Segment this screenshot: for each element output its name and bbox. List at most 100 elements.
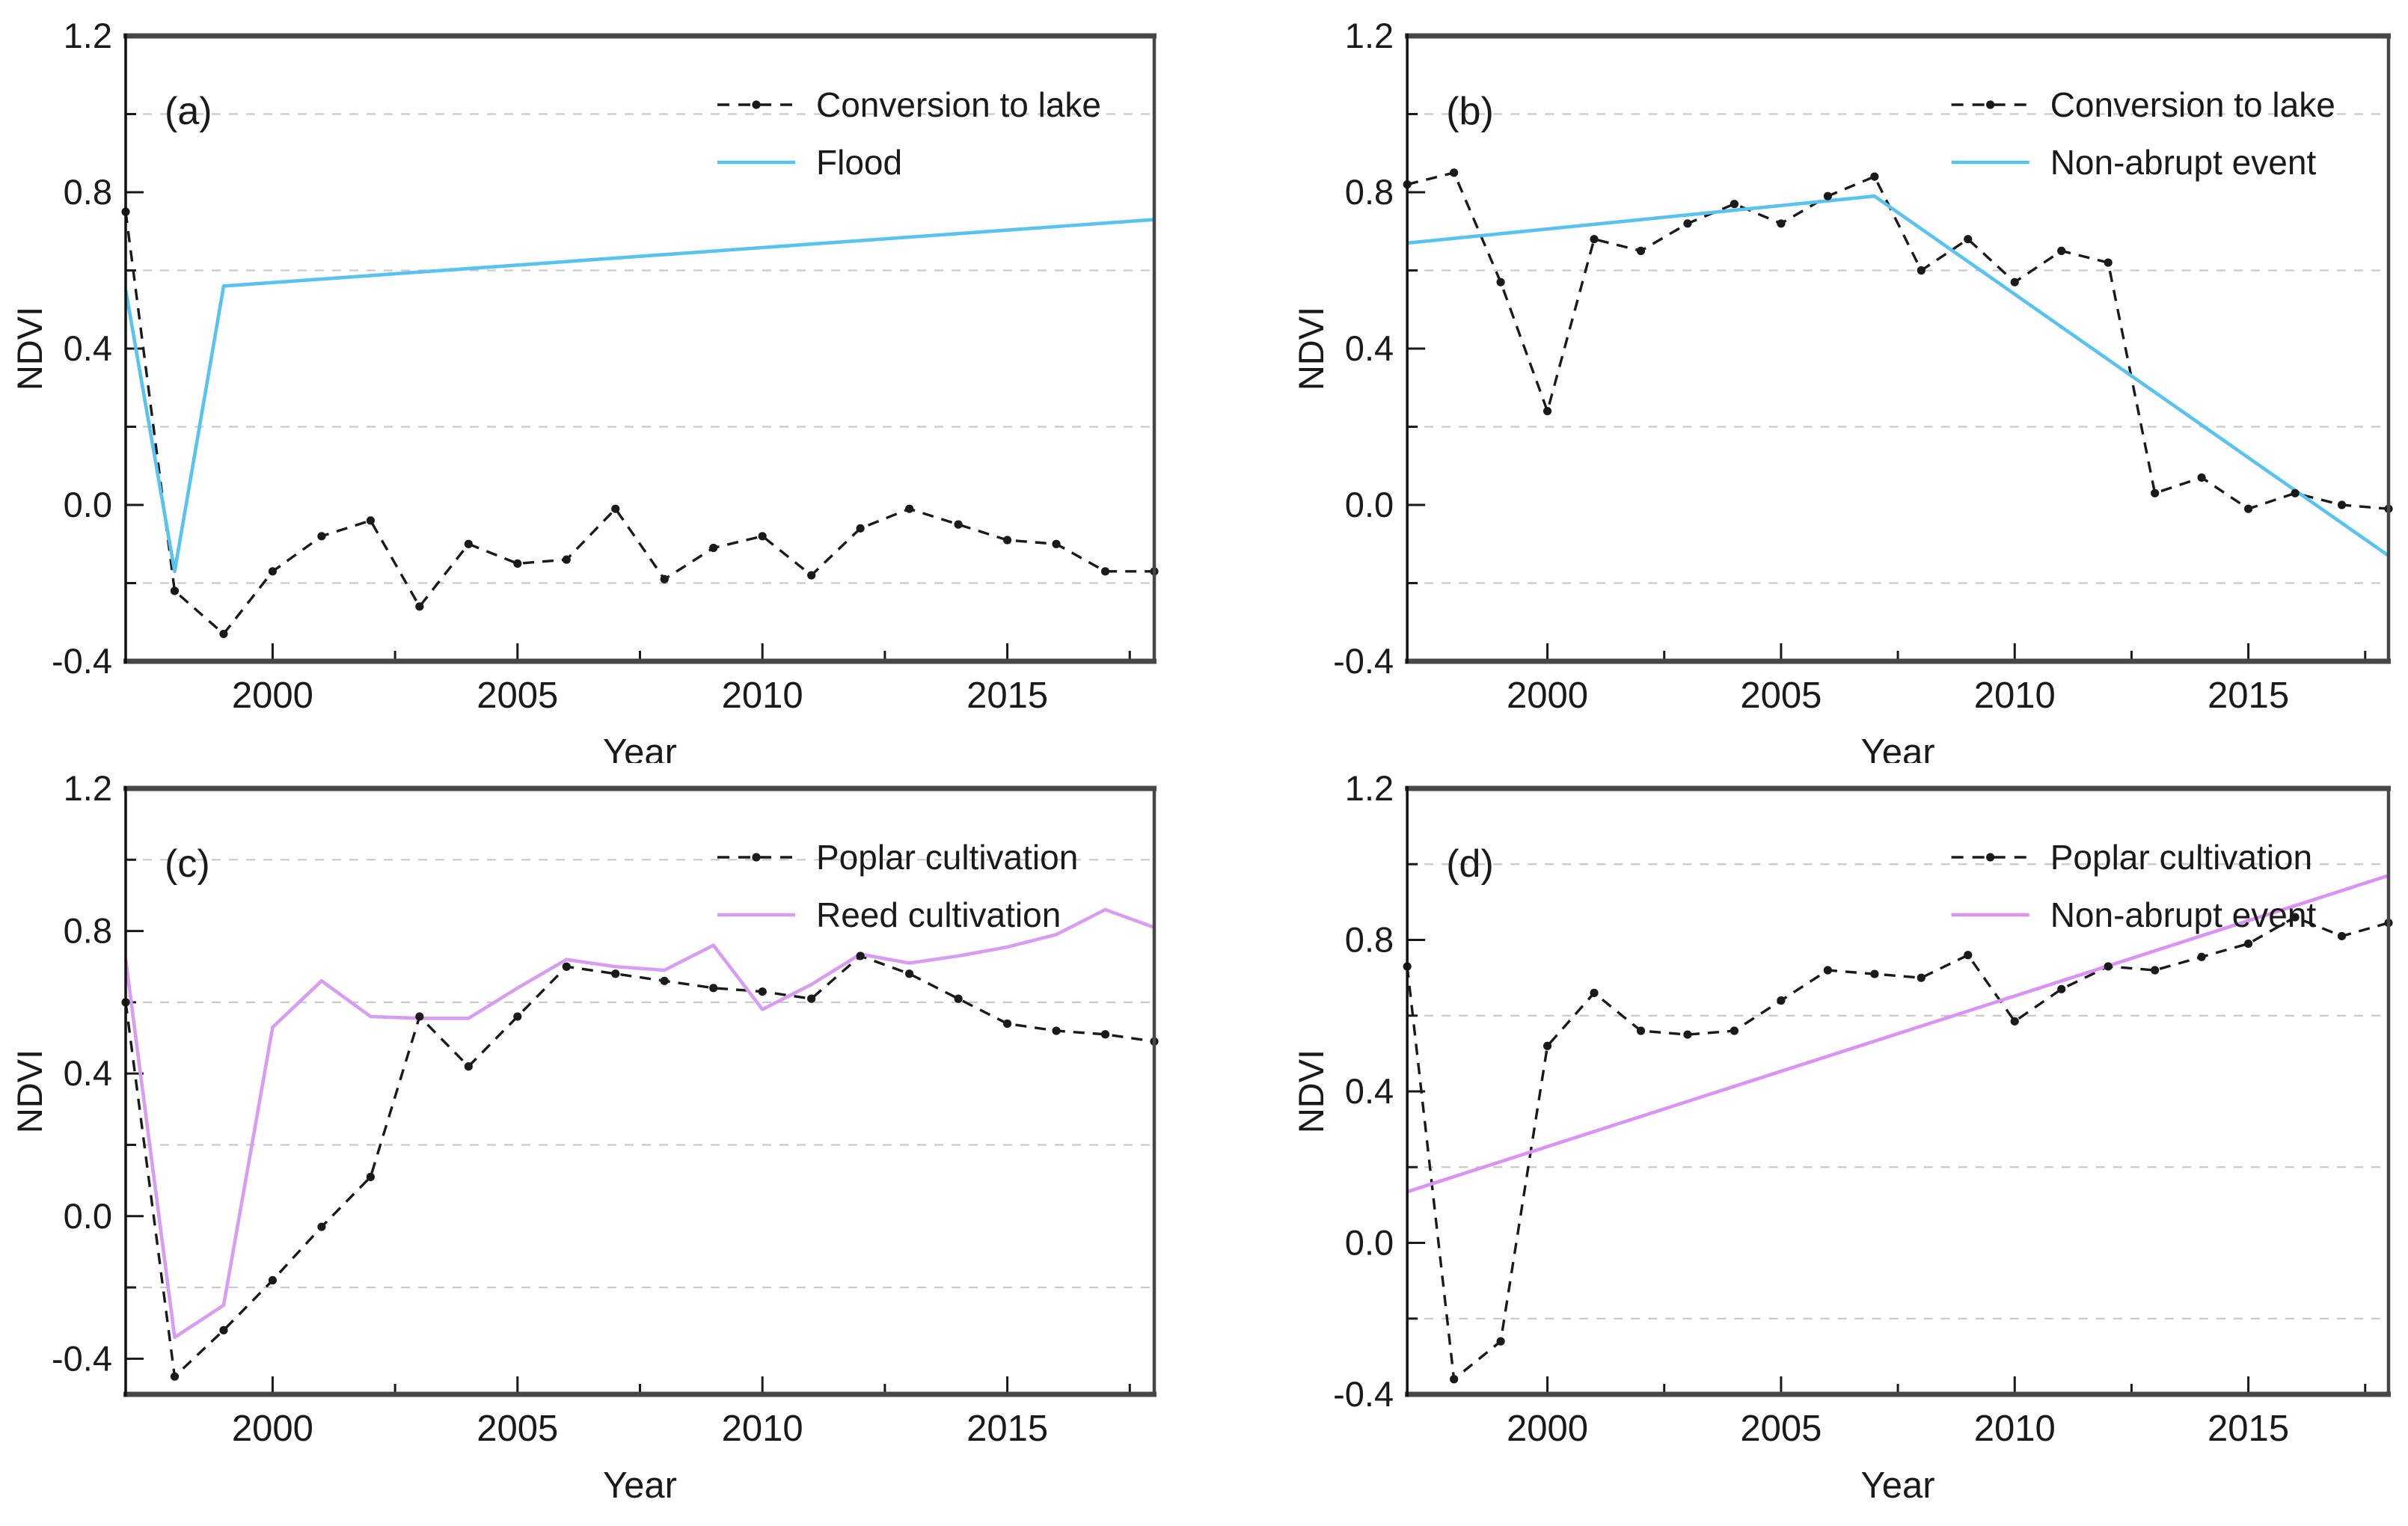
data-point-marker (1590, 988, 1599, 997)
x-axis-title: Year (1861, 732, 1935, 763)
data-point-marker (1683, 219, 1692, 228)
chart-a: 1.2 0.8 0.4 0.0 -0.4 2000 2005 2010 2015 Conversi… (10, 16, 1159, 763)
legend-label: Reed cultivation (816, 895, 1061, 934)
y-axis-title: NDVI (10, 307, 49, 390)
panel-letter: (c) (165, 842, 210, 886)
x-tick-label: 2015 (966, 1409, 1048, 1449)
y-tick-label: 1.2 (64, 16, 112, 55)
x-tick-label: 2005 (477, 1409, 558, 1449)
data-point-marker (660, 574, 669, 583)
data-point-marker (219, 629, 228, 639)
data-point-marker (1496, 1337, 1505, 1346)
panel-letter: (b) (1446, 90, 1494, 133)
data-point-marker (1870, 172, 1879, 181)
panel-c: 1.2 0.8 0.4 0.0 -0.4 2000 2005 2010 2015 Poplar c… (0, 763, 1204, 1526)
data-point-marker (317, 1222, 326, 1231)
legend-label: Conversion to lake (816, 85, 1101, 124)
y-tick-label: -0.4 (52, 641, 112, 681)
data-point-marker (513, 559, 522, 568)
data-point-marker (1100, 1030, 1110, 1039)
data-point-marker (1002, 536, 1012, 545)
data-point-marker (1002, 1019, 1012, 1029)
data-point-marker (2010, 1017, 2019, 1026)
data-point-marker (2057, 246, 2066, 255)
legend-sample-marker (1986, 853, 1995, 862)
data-point-marker (562, 962, 571, 971)
series-line-solid (123, 218, 1155, 574)
data-point-marker (1917, 266, 1926, 275)
data-point-marker (807, 994, 816, 1003)
data-point-marker (807, 571, 816, 580)
data-point-marker (562, 555, 571, 564)
x-tick-label: 2005 (477, 675, 558, 716)
y-tick-label: 0.8 (64, 911, 112, 951)
y-tick-label: 0.0 (64, 1196, 112, 1236)
x-axis-title: Year (603, 1465, 677, 1506)
x-axis-title: Year (603, 732, 677, 763)
data-point-marker (1777, 219, 1786, 228)
legend-sample-marker (752, 100, 761, 109)
y-axis-title: NDVI (1291, 1049, 1331, 1133)
legend-sample-marker (752, 853, 761, 862)
data-point-marker (464, 539, 473, 548)
x-tick-label: 2000 (232, 675, 313, 716)
data-point-marker (464, 1062, 473, 1071)
y-tick-label: 1.2 (1345, 768, 1394, 808)
data-point-marker (2151, 488, 2160, 497)
data-point-marker (2057, 984, 2066, 993)
x-tick-label: 2000 (232, 1409, 313, 1449)
data-point-marker (170, 586, 180, 595)
y-tick-label: 1.2 (1345, 16, 1394, 55)
data-point-marker (1450, 1375, 1459, 1384)
chart-b: 1.2 0.8 0.4 0.0 -0.4 2000 2005 2010 2015 Conversi… (1291, 16, 2393, 763)
series-line-dashed (1406, 916, 2389, 1382)
data-point-marker (2337, 500, 2347, 509)
series-line-solid (1406, 874, 2389, 1194)
legend-label: Poplar cultivation (816, 838, 1078, 877)
data-point-marker (1964, 235, 1973, 244)
data-point-marker (2010, 278, 2019, 286)
x-tick-label: 2005 (1740, 675, 1822, 716)
data-point-marker (1052, 1026, 1061, 1035)
chart-d: 1.2 0.8 0.4 0.0 -0.4 2000 2005 2010 2015 Poplar c… (1291, 768, 2393, 1506)
data-point-marker (1450, 168, 1459, 177)
data-point-marker (2104, 258, 2113, 267)
panel-letter: (d) (1446, 842, 1494, 886)
data-point-marker (1496, 278, 1505, 286)
y-axis-title: NDVI (10, 1049, 49, 1133)
data-point-marker (366, 516, 375, 525)
data-point-marker (660, 976, 669, 985)
x-tick-label: 2010 (722, 675, 803, 716)
y-tick-label: 0.4 (1345, 328, 1394, 368)
y-axis-title: NDVI (1291, 307, 1331, 390)
data-point-marker (2197, 473, 2206, 482)
legend-label: Poplar cultivation (2050, 838, 2312, 877)
data-point-marker (268, 567, 278, 576)
data-point-marker (1542, 407, 1552, 416)
x-axis-title: Year (1861, 1465, 1935, 1506)
x-tick-label: 2005 (1740, 1409, 1822, 1449)
x-tick-label: 2015 (966, 675, 1048, 716)
data-point-marker (1730, 1026, 1739, 1035)
x-tick-label: 2015 (2208, 1409, 2289, 1449)
data-point-marker (856, 952, 865, 960)
data-point-marker (709, 543, 718, 553)
data-point-marker (415, 602, 424, 611)
data-point-marker (317, 532, 326, 541)
y-tick-label: 0.4 (64, 1053, 112, 1093)
x-tick-label: 2015 (2208, 675, 2289, 716)
y-tick-label: 0.4 (64, 328, 112, 368)
data-point-marker (2337, 931, 2347, 941)
data-point-marker (1100, 567, 1110, 576)
data-point-marker (1683, 1030, 1692, 1039)
data-point-marker (709, 984, 718, 993)
legend-sample-marker (1986, 100, 1995, 109)
legend-label: Flood (816, 143, 902, 182)
legend-label: Non-abrupt event (2050, 895, 2317, 934)
data-point-marker (268, 1275, 278, 1285)
series-line-solid (123, 907, 1155, 1340)
x-tick-label: 2000 (1507, 675, 1588, 716)
x-tick-label: 2000 (1507, 1409, 1588, 1449)
data-point-marker (1964, 951, 1973, 960)
data-point-marker (1590, 235, 1599, 244)
